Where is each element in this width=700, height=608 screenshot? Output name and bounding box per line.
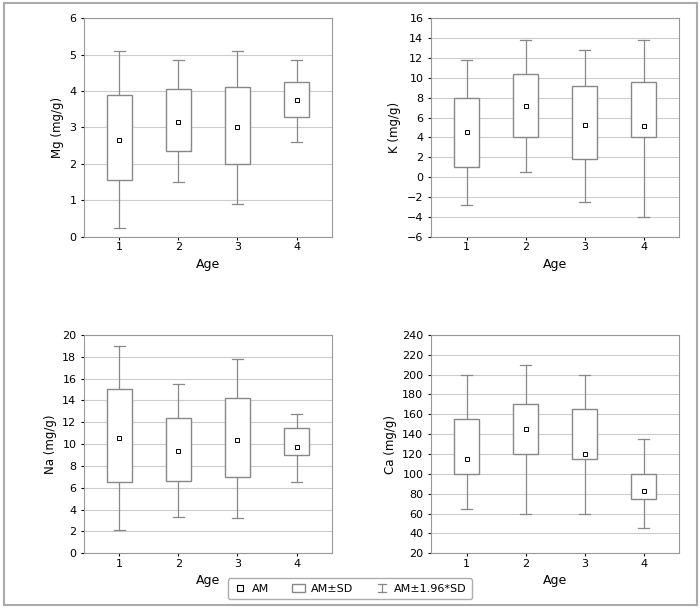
Y-axis label: Ca (mg/g): Ca (mg/g) xyxy=(384,415,397,474)
Bar xyxy=(572,409,597,459)
Bar xyxy=(166,418,191,481)
Bar xyxy=(631,474,656,499)
Y-axis label: K (mg/g): K (mg/g) xyxy=(389,102,401,153)
Bar xyxy=(513,74,538,137)
Bar xyxy=(572,86,597,159)
Bar xyxy=(284,82,309,117)
Bar xyxy=(631,81,656,137)
Bar xyxy=(454,98,479,167)
X-axis label: Age: Age xyxy=(196,258,220,271)
X-axis label: Age: Age xyxy=(543,575,567,587)
Bar xyxy=(454,420,479,474)
Legend: AM, AM±SD, AM±1.96*SD: AM, AM±SD, AM±1.96*SD xyxy=(228,578,472,599)
Bar xyxy=(166,89,191,151)
Bar xyxy=(284,427,309,455)
Bar xyxy=(107,390,132,482)
X-axis label: Age: Age xyxy=(196,575,220,587)
Bar xyxy=(225,398,250,477)
Y-axis label: Na (mg/g): Na (mg/g) xyxy=(43,414,57,474)
Bar xyxy=(513,404,538,454)
Y-axis label: Mg (mg/g): Mg (mg/g) xyxy=(50,97,64,158)
X-axis label: Age: Age xyxy=(543,258,567,271)
Bar xyxy=(107,95,132,180)
Bar xyxy=(225,88,250,164)
